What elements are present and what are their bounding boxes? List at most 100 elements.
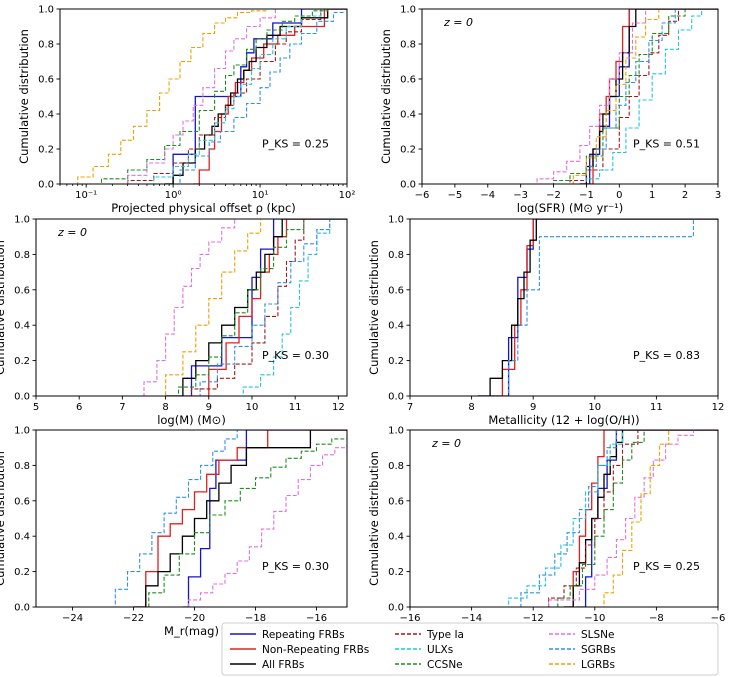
x-tick-label: 7 (119, 402, 125, 413)
y-tick-label: 0.8 (14, 250, 30, 261)
x-tick-label: −20 (184, 613, 205, 624)
series-line-sgrbs (169, 9, 347, 184)
series-line-ccsne (124, 434, 347, 607)
y-tick-label: 0.2 (14, 567, 30, 578)
series-line-type-ia (517, 430, 718, 607)
axes-frame (421, 8, 719, 185)
y-tick-label: 0.2 (388, 567, 404, 578)
y-tick-label: 0.2 (400, 145, 416, 156)
y-tick-label: 0.4 (400, 110, 416, 121)
redshift-label: z = 0 (57, 226, 87, 239)
panel-ssfr: −16−14−12−10−8−60.00.20.40.60.81.0log(sS… (367, 426, 725, 639)
y-axis-label: Cumulative distribution (367, 240, 381, 375)
x-tick-label: 10² (339, 190, 356, 201)
panel-magnitude: −24 −22 −20 −18 −16 0.0 0.2 0.4 0.6 0.8 1.0 M_r(mag… (0, 426, 348, 638)
x-tick-label: 1 (649, 190, 655, 201)
series-line-type-ia (553, 9, 718, 184)
x-tick-label: 8 (468, 402, 474, 413)
x-tick-label: 11 (289, 402, 302, 413)
y-axis-label: Cumulative distribution (17, 29, 31, 164)
series-line-all-frbs (164, 9, 347, 184)
legend-frame (221, 622, 719, 676)
x-tick-label: −16 (306, 613, 327, 624)
y-tick-label: 0.2 (388, 356, 404, 367)
x-axis-label: M_r(mag) (164, 624, 219, 638)
series-line-repeating-frbs (579, 9, 718, 184)
x-tick-label: 7 (407, 402, 413, 413)
series-line-all-frbs (165, 219, 347, 396)
axes-frame (59, 8, 348, 185)
series-line-non-repeating-frbs (133, 430, 347, 607)
series-line-lgrbs (560, 9, 718, 184)
y-axis-label: Cumulative distribution (367, 451, 381, 586)
x-tick-label: −16 (399, 613, 420, 624)
series-line-slsne (170, 441, 347, 607)
series-line-ulxs (576, 9, 718, 184)
series-line-ulxs (138, 9, 347, 184)
y-tick-label: 0.0 (400, 180, 416, 191)
y-tick-label: 1.0 (388, 426, 404, 437)
y-tick-label: 0.8 (388, 461, 404, 472)
series-line-sgrbs (93, 430, 347, 607)
x-tick-label: 10⁻¹ (75, 190, 97, 201)
y-tick-label: 1.0 (14, 215, 30, 226)
x-tick-label: 0 (616, 190, 622, 201)
x-tick-label: −3 (513, 190, 528, 201)
legend-label: SGRBs (581, 644, 616, 656)
axes-frame (35, 218, 348, 397)
x-tick-label: −10 (584, 613, 605, 624)
y-tick-label: 0.8 (400, 40, 416, 51)
y-axis-label: Cumulative distribution (0, 451, 7, 586)
series-line-ccsne (539, 430, 718, 607)
y-tick-label: 0.6 (14, 285, 30, 296)
x-tick-label: 10 (588, 402, 601, 413)
axes-frame (35, 429, 348, 608)
x-tick-label: −14 (461, 613, 482, 624)
y-tick-label: 0.6 (388, 496, 404, 507)
y-tick-label: 0.8 (14, 461, 30, 472)
redshift-label: z = 0 (431, 437, 461, 450)
series-group (465, 430, 718, 607)
x-tick-label: −6 (711, 613, 726, 624)
x-tick-label: −4 (480, 190, 495, 201)
x-tick-label: 10 (246, 402, 259, 413)
panel-mass: 5 6 7 8 9 10 11 12 0.0 0.2 0.4 0.6 0.8 1.0 log(M) (M⊙)… (0, 215, 348, 427)
x-tick-label: −6 (415, 190, 430, 201)
series-line-slsne (465, 430, 718, 607)
series-group (63, 9, 347, 184)
x-tick-label: −24 (62, 613, 83, 624)
ks-annotation: P_KS = 0.30 (262, 349, 329, 362)
series-line-type-ia (165, 219, 347, 396)
y-tick-label: 0.4 (38, 110, 54, 121)
y-tick-label: 0.6 (14, 496, 30, 507)
y-tick-label: 1.0 (388, 215, 404, 226)
y-axis-label: Cumulative distribution (379, 29, 393, 164)
series-line-non-repeating-frbs (583, 9, 718, 184)
series-line-sgrbs (576, 9, 718, 184)
y-tick-label: 0.4 (388, 532, 404, 543)
y-tick-label: 0.6 (38, 75, 54, 86)
x-tick-label: −22 (123, 613, 144, 624)
legend-label: SLSNe (581, 629, 615, 641)
x-tick-label: 12 (712, 402, 725, 413)
x-axis-label: Metallicity (12 + log(O/H)) (488, 413, 639, 427)
x-tick-label: 9 (530, 402, 536, 413)
series-line-type-ia (86, 9, 347, 184)
legend-label: CCSNe (427, 659, 463, 671)
y-tick-label: 0.6 (400, 75, 416, 86)
series-line-ccsne (520, 9, 718, 184)
series-line-sgrbs (174, 219, 347, 396)
x-tick-label: −1 (579, 190, 594, 201)
series-line-repeating-frbs (164, 9, 347, 184)
x-axis-label: Projected physical offset ρ (kpc) (111, 201, 296, 215)
series-group (93, 430, 347, 607)
legend-label: LGRBs (581, 659, 615, 671)
y-tick-label: 0.4 (388, 321, 404, 332)
y-tick-label: 1.0 (400, 5, 416, 16)
axes-frame (409, 429, 719, 608)
series-line-all-frbs (579, 9, 718, 184)
axes-frame (409, 218, 719, 397)
x-axis-label: log(M) (M⊙) (157, 413, 226, 427)
y-tick-label: 1.0 (14, 426, 30, 437)
